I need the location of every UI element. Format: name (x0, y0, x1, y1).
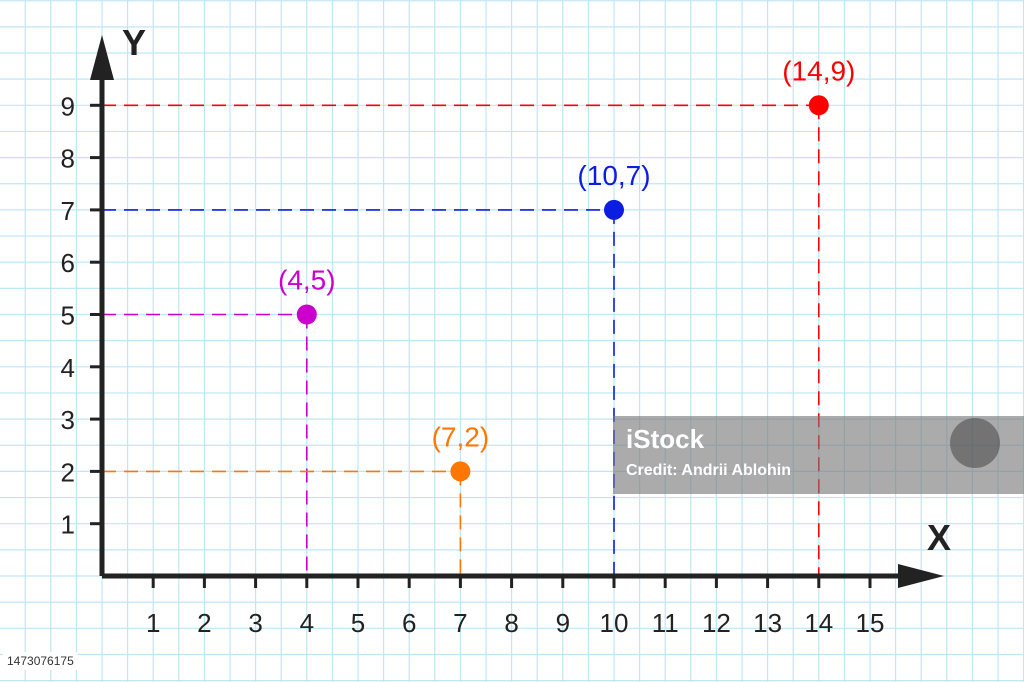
point-label: (4,5) (278, 265, 336, 296)
image-id-tag: 1473076175 (3, 652, 78, 670)
y-tick-label: 4 (61, 353, 75, 383)
x-tick-label: 6 (402, 608, 416, 638)
y-tick-label: 6 (61, 248, 75, 278)
y-tick-label: 5 (61, 301, 75, 331)
watermark-banner: iStock Credit: Andrii Ablohin (613, 416, 1024, 494)
watermark-decor (950, 418, 1000, 468)
x-axis-label: X (927, 517, 951, 558)
x-tick-label: 13 (753, 608, 782, 638)
x-tick-label: 14 (804, 608, 833, 638)
y-axis-label: Y (122, 22, 146, 63)
tick-marks (90, 103, 872, 588)
watermark-credit: Credit: Andrii Ablohin (626, 462, 792, 479)
y-tick-label: 8 (61, 144, 75, 174)
x-tick-label: 7 (453, 608, 467, 638)
data-points (296, 95, 829, 482)
data-point (808, 95, 829, 116)
point-label: (7,2) (432, 421, 490, 452)
y-tick-label: 1 (61, 510, 75, 540)
y-tick-label: 7 (61, 196, 75, 226)
x-tick-label: 15 (856, 608, 885, 638)
x-axis-arrow-icon (898, 564, 944, 588)
watermark-logo: iStock (626, 424, 705, 454)
y-tick-label: 2 (61, 457, 75, 487)
x-tick-label: 12 (702, 608, 731, 638)
x-tick-label: 4 (300, 608, 314, 638)
x-tick-label: 11 (652, 608, 679, 638)
point-labels: (4,5) (7,2) (10,7) (14,9) (278, 55, 855, 452)
guide-lines (102, 104, 820, 576)
x-tick-label: 1 (146, 608, 160, 638)
y-tick-label: 9 (61, 91, 75, 121)
point-label: (14,9) (782, 55, 855, 86)
data-point (450, 461, 471, 482)
data-point (296, 304, 317, 325)
axes (90, 35, 944, 588)
y-tick-label: 3 (61, 405, 75, 435)
data-point (604, 199, 624, 220)
y-axis-arrow-icon (90, 35, 114, 80)
x-tick-label: 5 (351, 608, 365, 638)
x-tick-label: 8 (504, 608, 518, 638)
x-tick-label: 3 (248, 608, 262, 638)
x-tick-label: 2 (197, 608, 211, 638)
x-tick-label: 9 (556, 608, 570, 638)
x-tick-label: 10 (600, 608, 629, 638)
point-label: (10,7) (577, 160, 650, 191)
